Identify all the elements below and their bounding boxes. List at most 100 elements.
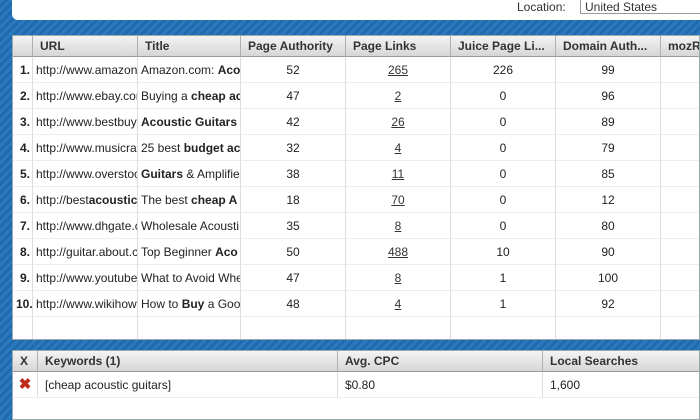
text: http://www.bestbuy. [36, 115, 138, 129]
text: & Amplifie [183, 167, 240, 181]
column-header[interactable]: Keywords (1) [38, 351, 338, 372]
page-authority: 50 [286, 245, 300, 259]
delete-icon[interactable]: ✖ [18, 376, 32, 393]
url-cell: http://www.wikihow. [33, 291, 138, 317]
row-number: 4. [13, 135, 33, 161]
title-cell: Wholesale Acousti [138, 213, 241, 239]
domain-authority-cell: 99 [556, 57, 661, 83]
text: http://best [36, 193, 89, 207]
column-header[interactable]: Title [138, 36, 241, 57]
page-links-cell: 70 [346, 187, 451, 213]
row-number: 10. [13, 291, 33, 317]
column-header[interactable]: Page Links [346, 36, 451, 57]
page-authority-cell: 38 [241, 161, 346, 187]
juice-links-cell: 1 [451, 265, 556, 291]
page-links[interactable]: 4 [394, 297, 402, 311]
text: How to [141, 297, 182, 311]
domain-authority: 79 [601, 141, 615, 155]
column-divider [32, 317, 33, 339]
juice-links: 0 [499, 89, 507, 103]
page-authority-cell: 18 [241, 187, 346, 213]
page-links[interactable]: 2 [394, 89, 402, 103]
page-links[interactable]: 26 [391, 115, 405, 129]
url-cell: http://www.youtube. [33, 265, 138, 291]
url-cell: http://www.overstoc [33, 161, 138, 187]
page-links[interactable]: 4 [394, 141, 402, 155]
juice-links-cell: 0 [451, 109, 556, 135]
page-authority: 47 [286, 89, 300, 103]
domain-authority: 92 [601, 297, 615, 311]
page-links-cell: 8 [346, 265, 451, 291]
domain-authority-cell: 79 [556, 135, 661, 161]
delete-cell: ✖ [13, 372, 38, 398]
row-number: 8. [13, 239, 33, 265]
bold-text: cheap A [191, 193, 238, 207]
row-number: 5. [13, 161, 33, 187]
text: http://www.overstoc [36, 167, 138, 181]
title-cell: Amazon.com: Aco [138, 57, 241, 83]
juice-links: 0 [499, 115, 507, 129]
page-authority: 42 [286, 115, 300, 129]
page-links[interactable]: 8 [394, 219, 402, 233]
searches-cell: 1,600 [543, 372, 699, 398]
column-header[interactable]: Domain Auth... [556, 36, 661, 57]
column-header[interactable]: Page Authority [241, 36, 346, 57]
text: The best [141, 193, 192, 207]
column-header[interactable]: Avg. CPC [338, 351, 543, 372]
page-authority-cell: 47 [241, 265, 346, 291]
juice-links-cell: 226 [451, 57, 556, 83]
text: Top Beginner [141, 245, 216, 259]
column-divider [345, 317, 346, 339]
column-header[interactable]: Local Searches [543, 351, 699, 372]
page-links[interactable]: 11 [391, 167, 405, 181]
keyword: [cheap acoustic guitars] [45, 378, 172, 392]
title-cell: Buying a cheap ac [138, 83, 241, 109]
column-header[interactable]: URL [33, 36, 138, 57]
text: http://www.musicrac [36, 141, 138, 155]
page-links-cell: 4 [346, 135, 451, 161]
page-links[interactable]: 70 [391, 193, 405, 207]
text: http://www.dhgate.c [36, 219, 138, 233]
local-searches: 1,600 [550, 378, 581, 392]
juice-links: 1 [499, 297, 507, 311]
column-header[interactable]: X [13, 351, 38, 372]
location-bar: Location: United States [12, 0, 700, 20]
column-divider [137, 317, 138, 339]
domain-authority: 85 [601, 167, 615, 181]
page-links[interactable]: 8 [394, 271, 402, 285]
bold-text: acoustic [88, 193, 138, 207]
bold-text: Aco [215, 245, 238, 259]
juice-links-cell: 10 [451, 239, 556, 265]
keywords-table: X Keywords (1) Avg. CPC Local Searches ✖ [che… [12, 350, 700, 420]
page-authority: 47 [286, 271, 300, 285]
mozrank-cell [661, 213, 699, 239]
mozrank-cell [661, 291, 699, 317]
page-links[interactable]: 265 [387, 63, 409, 77]
bold-text: Buy [181, 297, 205, 311]
page-links-cell: 26 [346, 109, 451, 135]
page-authority-cell: 42 [241, 109, 346, 135]
column-header[interactable]: mozR [661, 36, 699, 57]
header-cell [13, 36, 33, 57]
text: http://www.wikihow. [36, 297, 138, 311]
page-authority: 35 [286, 219, 300, 233]
column-header[interactable]: Juice Page Li... [451, 36, 556, 57]
row-number: 3. [13, 109, 33, 135]
domain-authority-cell: 90 [556, 239, 661, 265]
domain-authority-cell: 85 [556, 161, 661, 187]
page-authority-cell: 47 [241, 83, 346, 109]
row-number: 7. [13, 213, 33, 239]
results-table: URL Title Page Authority Page Links Juice Pa… [12, 35, 700, 340]
domain-authority-cell: 80 [556, 213, 661, 239]
page-authority: 52 [286, 63, 300, 77]
page-links[interactable]: 488 [387, 245, 409, 259]
juice-links: 1 [499, 271, 507, 285]
text: http://guitar.about.cc [36, 245, 138, 259]
domain-authority: 100 [597, 271, 619, 285]
location-select[interactable]: United States [580, 0, 700, 14]
domain-authority-cell: 92 [556, 291, 661, 317]
juice-links-cell: 0 [451, 213, 556, 239]
url-cell: http://www.amazon. [33, 57, 138, 83]
domain-authority: 99 [601, 63, 615, 77]
column-divider [240, 317, 241, 339]
